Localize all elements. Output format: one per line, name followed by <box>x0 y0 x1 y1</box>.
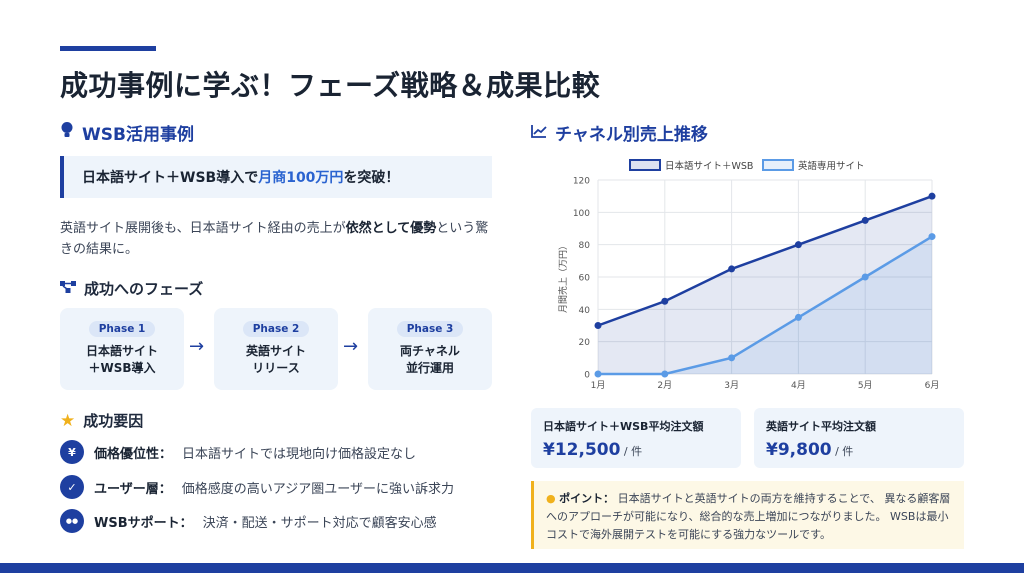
para-bold: 依然として優勢 <box>345 221 437 236</box>
phases-heading: 成功へのフェーズ <box>60 278 203 299</box>
data-point <box>594 322 602 329</box>
highlight-box: 日本語サイト＋WSB導入で 月商100万円 を突破！ <box>60 156 492 198</box>
user-check-icon: ✓ <box>60 475 84 499</box>
footer-bar <box>0 563 1024 573</box>
result-paragraph: 英語サイト展開後も、日本語サイト経由の売上が依然として優勢という驚きの結果に。 <box>60 218 492 260</box>
card-value-row: ¥12,500 / 件 <box>543 440 729 460</box>
phases-title: 成功へのフェーズ <box>84 280 204 298</box>
legend-swatch <box>629 159 661 171</box>
phase-card-2: Phase 2 英語サイト リリース <box>214 308 338 390</box>
data-point <box>861 216 869 224</box>
card-value: ¥9,800 <box>766 440 832 460</box>
data-point <box>661 370 669 378</box>
y-tick-label: 100 <box>573 209 590 219</box>
para-text-before: 英語サイト展開後も、日本語サイト経由の売上が <box>60 221 346 236</box>
x-tick-label: 1月 <box>591 380 606 391</box>
highlight-emphasis: 月商100万円 <box>258 170 344 186</box>
phase-name: 日本語サイト ＋WSB導入 <box>85 344 158 375</box>
arrow-right-icon: → <box>343 336 359 357</box>
factors-title: 成功要因 <box>83 412 144 430</box>
left-section-heading: WSB活用事例 <box>60 120 194 145</box>
x-tick-label: 3月 <box>724 380 739 391</box>
page-title: 成功事例に学ぶ！フェーズ戦略＆成果比較 <box>60 69 601 102</box>
factor-item: ●● WSBサポート： 決済・配送・サポート対応で顧客安心感 <box>60 509 437 533</box>
y-axis-label: 月間売上（万円） <box>557 241 569 313</box>
phase-badge: Phase 1 <box>88 321 156 337</box>
card-label: 日本語サイト＋WSB平均注文額 <box>543 420 704 433</box>
y-tick-label: 40 <box>579 306 591 316</box>
factor-text: 決済・配送・サポート対応で顧客安心感 <box>202 515 437 531</box>
data-point <box>728 265 736 273</box>
factors-heading: ★ 成功要因 <box>60 410 143 431</box>
point-note: ● ポイント： 日本語サイトと英語サイトの両方を維持することで、 異なる顧客層へ… <box>531 481 964 549</box>
legend-label: 英語専用サイト <box>798 160 865 172</box>
y-tick-label: 60 <box>579 274 591 284</box>
factor-label: 価格優位性： <box>94 446 173 462</box>
star-icon: ★ <box>60 410 76 431</box>
sales-line-chart: 0 20 40 60 80 100 120 1月 2月 3月 4月 5月 6月 月間売上（万円） 日本語サイ… <box>557 159 940 391</box>
factor-text: 価格感度の高いアジア圏ユーザーに強い訴求力 <box>181 481 454 497</box>
note-label: ポイント： <box>559 492 615 505</box>
y-tick-label: 0 <box>584 371 590 381</box>
left-section-title: WSB活用事例 <box>82 125 194 145</box>
series-line <box>597 194 933 327</box>
series-area <box>598 196 932 374</box>
phase-badge: Phase 2 <box>242 321 310 337</box>
phase-badge: Phase 3 <box>396 321 464 337</box>
series-line <box>598 235 933 376</box>
avg-order-card-en: 英語サイト平均注文額 ¥9,800 / 件 <box>754 408 964 468</box>
y-tick-label: 120 <box>573 177 590 187</box>
highlight-text-after: を突破！ <box>343 170 400 186</box>
legend-swatch <box>762 159 794 171</box>
highlight-text-before: 日本語サイト＋WSB導入で <box>82 170 259 186</box>
factor-text: 日本語サイトでは現地向け価格設定なし <box>182 446 417 462</box>
note-text: 日本語サイトと英語サイトの両方を維持することで、 異なる顧客層へのアプローチが可… <box>546 492 951 541</box>
phase-card-3: Phase 3 両チャネル 並行運用 <box>368 308 492 390</box>
factor-item: ¥ 価格優位性： 日本語サイトでは現地向け価格設定なし <box>60 440 416 464</box>
y-tick-label: 20 <box>579 338 591 348</box>
x-tick-label: 2月 <box>657 380 672 391</box>
lightbulb-icon <box>60 121 74 144</box>
flow-icon <box>60 280 76 298</box>
yen-icon: ¥ <box>60 440 84 464</box>
right-section-heading: チャネル別売上推移 <box>531 120 708 145</box>
card-value: ¥12,500 <box>543 440 621 460</box>
legend-label: 日本語サイト＋WSB <box>665 160 753 172</box>
card-label: 英語サイト平均注文額 <box>766 420 876 433</box>
factor-item: ✓ ユーザー層： 価格感度の高いアジア圏ユーザーに強い訴求力 <box>60 475 454 499</box>
title-accent-bar <box>60 46 156 51</box>
line-chart-icon <box>531 123 547 143</box>
avg-order-card-jp: 日本語サイト＋WSB平均注文額 ¥12,500 / 件 <box>531 408 741 468</box>
para-text-after: という驚きの結果に。 <box>60 221 489 257</box>
phase-card-1: Phase 1 日本語サイト ＋WSB導入 <box>60 308 184 390</box>
lightbulb-icon: ● <box>546 492 556 505</box>
data-point <box>794 241 802 249</box>
card-value-row: ¥9,800 / 件 <box>766 440 952 460</box>
data-point <box>594 370 602 378</box>
card-unit: / 件 <box>831 445 854 458</box>
chat-icon: ●● <box>60 509 84 533</box>
phase-name: 両チャネル 並行運用 <box>400 344 460 375</box>
series-area <box>598 236 932 374</box>
factor-label: WSBサポート： <box>94 515 193 531</box>
phase-name: 英語サイト リリース <box>245 344 306 375</box>
data-point <box>928 192 936 200</box>
card-unit: / 件 <box>620 445 643 458</box>
x-tick-label: 6月 <box>925 380 940 391</box>
arrow-right-icon: → <box>189 336 205 357</box>
right-section-title: チャネル別売上推移 <box>555 125 708 145</box>
data-point <box>661 297 669 305</box>
data-point <box>861 273 869 281</box>
x-tick-label: 5月 <box>858 380 873 391</box>
y-tick-label: 80 <box>579 241 591 251</box>
data-point <box>794 313 802 321</box>
data-point <box>728 354 736 362</box>
factor-label: ユーザー層： <box>94 481 172 497</box>
x-tick-label: 4月 <box>791 380 806 391</box>
data-point <box>928 233 936 241</box>
